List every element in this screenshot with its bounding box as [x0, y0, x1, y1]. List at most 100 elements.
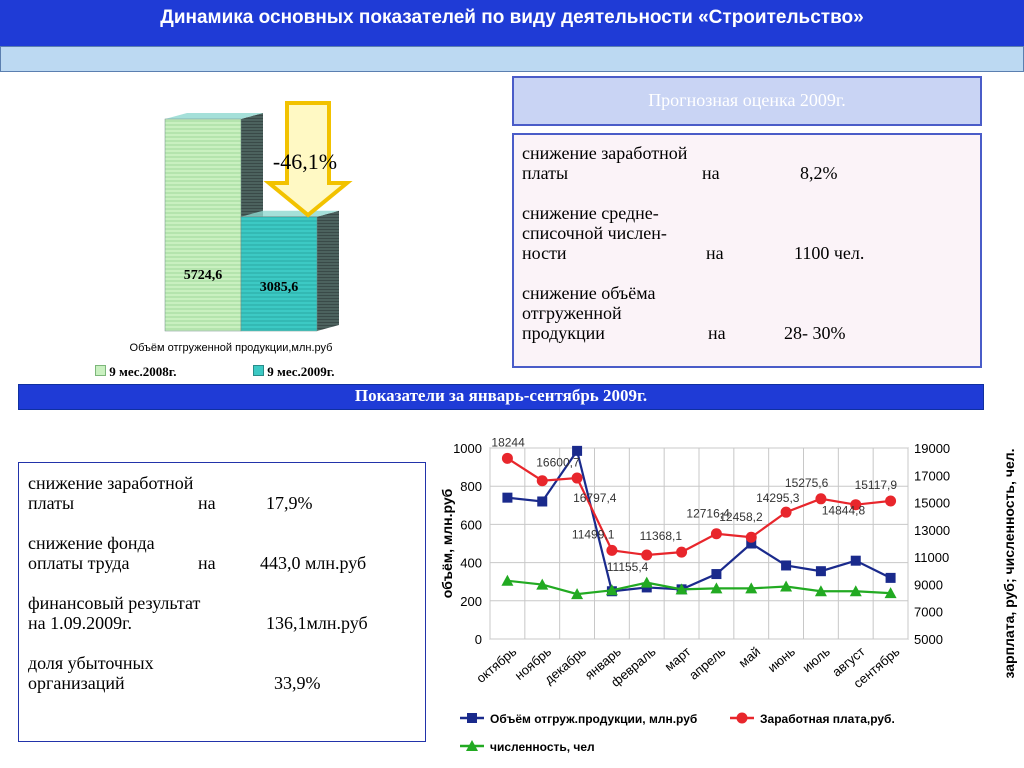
y2-axis-label: зарплата, руб; численность, чел.: [1001, 448, 1017, 678]
indicator-item-loss: доля убыточных организаций 33,9%: [28, 653, 418, 693]
indicator-item-label: организаций: [28, 673, 125, 693]
x-tick-label: май: [736, 644, 764, 671]
data-point: [641, 549, 653, 561]
y-tick-label: 0: [475, 632, 482, 647]
forecast-item-headcount: снижение средне- списочной числен- ности…: [522, 203, 972, 263]
forecast-item-on: на: [708, 323, 726, 343]
data-label: 16797,4: [573, 491, 617, 505]
forecast-header: Прогнозная оценка 2009г.: [512, 76, 982, 126]
bar-value-label: 3085,6: [260, 280, 299, 295]
y-axis-label: объём, млн.руб: [439, 488, 455, 598]
forecast-item-label: ности: [522, 243, 567, 263]
data-point: [780, 580, 793, 592]
indicator-item-label: доля убыточных: [28, 653, 154, 673]
indicator-item-label: снижение заработной: [28, 473, 194, 493]
data-point: [736, 712, 748, 724]
indicator-item-label: платы: [28, 493, 75, 513]
forecast-item-value: 1100 чел.: [794, 243, 865, 263]
series-line: [507, 579, 891, 596]
data-label: 15275,6: [785, 476, 829, 490]
series-line: [507, 448, 892, 593]
data-point: [849, 585, 862, 597]
data-point: [850, 555, 861, 566]
forecast-item-value: 8,2%: [800, 163, 838, 183]
data-point: [884, 587, 897, 599]
indicator-item-payroll: снижение фонда оплаты труда на 443,0 млн…: [28, 533, 418, 573]
forecast-item-label: снижение заработной: [522, 143, 688, 163]
forecast-item-label: снижение средне-: [522, 203, 659, 223]
y2-tick-label: 7000: [914, 605, 943, 620]
data-point: [746, 538, 757, 549]
legend-swatch-2009: [253, 365, 264, 376]
series-line: [506, 457, 891, 557]
change-annotation: -46,1%: [273, 149, 337, 174]
y2-tick-label: 17000: [914, 468, 950, 483]
monthly-line-chart: 0 200 400 600 800 1000 5000 7000 9000 11000 13000 1…: [439, 435, 1017, 754]
data-label: 11368,1: [640, 529, 683, 543]
data-point: [605, 584, 618, 596]
x-tick-label: октябрь: [473, 644, 519, 686]
indicator-item-label: оплаты труда: [28, 553, 130, 573]
bar-side: [317, 210, 339, 331]
indicator-item-label: на 1.09.2009г.: [28, 613, 132, 633]
y-tick-label: 800: [460, 479, 482, 494]
data-label: 11155,4: [607, 560, 649, 574]
indicator-item-value: 136,1млн.руб: [266, 613, 368, 633]
forecast-list: снижение заработной платы на 8,2% снижен…: [522, 143, 972, 343]
forecast-item-shipment: снижение объёма отгруженной продукции на…: [522, 283, 972, 343]
data-point: [850, 499, 862, 511]
arrow-down-icon: [263, 101, 353, 218]
indicator-item-salary: снижение заработной платы на 17,9%: [28, 473, 418, 513]
bar-top: [165, 113, 263, 119]
data-point: [885, 572, 896, 583]
forecast-item-label: снижение объёма: [522, 283, 656, 303]
y2-tick-label: 19000: [914, 441, 950, 456]
data-point: [745, 531, 757, 543]
data-label: 11499,1: [572, 527, 615, 541]
data-point: [711, 569, 722, 580]
indicator-item-on: на: [198, 493, 216, 513]
indicator-item-label: снижение фонда: [28, 533, 155, 553]
y-tick-label: 400: [460, 556, 482, 571]
indicator-item-value: 33,9%: [274, 673, 321, 693]
indicator-item-label: финансовый результат: [28, 593, 201, 613]
data-point: [606, 544, 618, 556]
data-point: [571, 472, 583, 484]
forecast-item-label: списочной числен-: [522, 223, 667, 243]
legend-label: Объём отгруж.продукции, млн.руб: [490, 712, 697, 726]
y2-tick-label: 13000: [914, 523, 950, 538]
legend-label-2009: 9 мес.2009г.: [267, 364, 335, 379]
x-tick-label: апрель: [686, 644, 728, 683]
data-point: [466, 740, 478, 751]
y2-tick-label: 15000: [914, 496, 950, 511]
data-label: 12716,4: [686, 507, 730, 521]
forecast-item-value: 28- 30%: [784, 323, 846, 343]
data-point: [537, 496, 548, 507]
bar-value-label: 5724,6: [184, 268, 223, 283]
forecast-title: Прогнозная оценка 2009г.: [648, 90, 846, 110]
data-label: 18244: [491, 435, 525, 449]
data-point: [640, 576, 653, 588]
legend-swatch-2008: [95, 365, 106, 376]
data-label: 16600,7: [536, 456, 580, 470]
page-title: Динамика основных показателей по виду де…: [160, 7, 864, 28]
legend-label: численность, чел: [490, 740, 595, 754]
y2-tick-label: 11000: [914, 550, 949, 565]
bar-chart-legend: 9 мес.2008г. 9 мес.2009г.: [95, 364, 335, 380]
legend-label: Заработная плата,руб.: [760, 712, 895, 726]
section-header: Показатели за январь-сентябрь 2009г.: [18, 384, 984, 410]
y-tick-label: 1000: [453, 441, 482, 456]
data-point: [710, 582, 723, 594]
data-point: [676, 546, 688, 558]
title-underbar: [0, 46, 1024, 72]
data-point: [536, 578, 549, 590]
page-title-bar: Динамика основных показателей по виду де…: [0, 0, 1024, 46]
bar-2: [240, 216, 318, 332]
data-point: [885, 495, 897, 507]
forecast-item-salary: снижение заработной платы на 8,2%: [522, 143, 972, 183]
data-point: [502, 492, 513, 503]
data-point: [745, 582, 758, 594]
forecast-item-label: платы: [522, 163, 569, 183]
shipment-bar-chart: 5724,6 3085,6 -46,1% Объём отгруженной пр…: [130, 101, 353, 354]
forecast-item-label: отгруженной: [522, 303, 622, 323]
